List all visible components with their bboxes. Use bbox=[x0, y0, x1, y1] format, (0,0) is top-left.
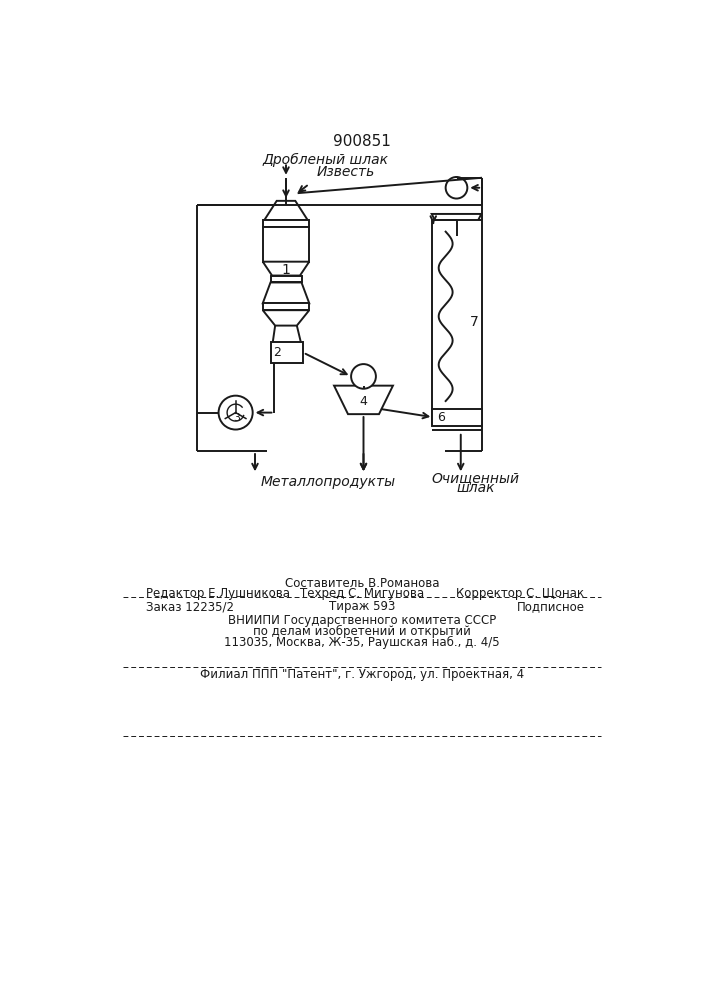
Text: Заказ 12235/2: Заказ 12235/2 bbox=[146, 600, 235, 613]
Text: Металлопродукты: Металлопродукты bbox=[261, 475, 396, 489]
Bar bbox=[271, 276, 301, 282]
Text: Составитель В.Романова: Составитель В.Романова bbox=[285, 577, 439, 590]
Bar bbox=[432, 409, 482, 426]
Text: ВНИИПИ Государственного комитета СССР: ВНИИПИ Государственного комитета СССР bbox=[228, 614, 496, 627]
Bar bbox=[263, 303, 309, 310]
Text: 3: 3 bbox=[234, 413, 240, 423]
Text: Подписное: Подписное bbox=[516, 600, 585, 613]
Circle shape bbox=[351, 364, 376, 389]
Text: 7: 7 bbox=[470, 315, 479, 329]
Polygon shape bbox=[334, 386, 393, 414]
Circle shape bbox=[445, 177, 467, 199]
Text: 6: 6 bbox=[437, 411, 445, 424]
Polygon shape bbox=[264, 201, 308, 220]
Text: Дробленый шлак: Дробленый шлак bbox=[263, 153, 389, 167]
Text: Редактор Е.Лушникова: Редактор Е.Лушникова bbox=[146, 587, 291, 600]
Text: по делам изобретений и открытий: по делам изобретений и открытий bbox=[253, 625, 471, 638]
Text: шлак: шлак bbox=[457, 481, 495, 495]
Text: Корректор С. Щонак: Корректор С. Щонак bbox=[456, 587, 585, 600]
Bar bbox=[432, 220, 482, 424]
Text: 1: 1 bbox=[281, 263, 291, 277]
Text: 900851: 900851 bbox=[333, 134, 391, 149]
Text: Техред С. Мигунова: Техред С. Мигунова bbox=[300, 587, 424, 600]
Bar bbox=[263, 220, 309, 227]
Polygon shape bbox=[263, 310, 309, 326]
Text: Известь: Известь bbox=[317, 165, 375, 179]
Text: 2: 2 bbox=[273, 346, 281, 359]
Text: 113035, Москва, Ж-35, Раушская наб., д. 4/5: 113035, Москва, Ж-35, Раушская наб., д. … bbox=[224, 636, 500, 649]
Polygon shape bbox=[432, 214, 481, 235]
Text: Тираж 593: Тираж 593 bbox=[329, 600, 395, 613]
Polygon shape bbox=[263, 282, 309, 303]
Text: Очищенный: Очищенный bbox=[432, 471, 520, 485]
Text: 5: 5 bbox=[452, 219, 460, 232]
Polygon shape bbox=[263, 262, 309, 276]
Text: Филиал ППП "Патент", г. Ужгород, ул. Проектная, 4: Филиал ППП "Патент", г. Ужгород, ул. Про… bbox=[200, 668, 524, 681]
Text: 4: 4 bbox=[360, 395, 368, 408]
Bar bbox=[263, 227, 309, 262]
Circle shape bbox=[218, 396, 252, 430]
Bar bbox=[271, 342, 303, 363]
